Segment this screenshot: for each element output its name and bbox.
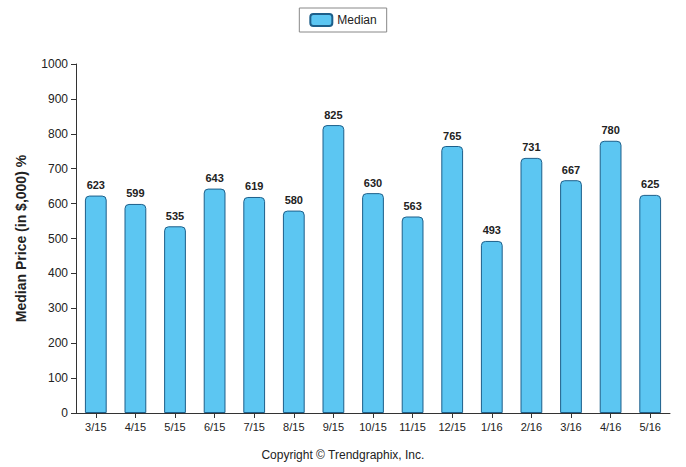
- svg-text:9/15: 9/15: [323, 421, 344, 433]
- svg-text:Median: Median: [337, 13, 376, 27]
- svg-text:643: 643: [205, 172, 223, 184]
- svg-text:599: 599: [126, 187, 144, 199]
- svg-text:2/16: 2/16: [521, 421, 542, 433]
- svg-text:600: 600: [48, 197, 68, 211]
- svg-text:100: 100: [48, 371, 68, 385]
- svg-text:4/16: 4/16: [600, 421, 621, 433]
- svg-text:4/15: 4/15: [125, 421, 146, 433]
- svg-text:765: 765: [443, 130, 461, 142]
- svg-text:3/15: 3/15: [85, 421, 106, 433]
- svg-text:6/15: 6/15: [204, 421, 225, 433]
- svg-text:625: 625: [641, 178, 659, 190]
- svg-text:580: 580: [285, 194, 303, 206]
- svg-text:Median Price (in $,000) %: Median Price (in $,000) %: [13, 154, 29, 322]
- svg-text:535: 535: [166, 210, 184, 222]
- svg-text:700: 700: [48, 162, 68, 176]
- svg-text:12/15: 12/15: [438, 421, 466, 433]
- svg-text:11/15: 11/15: [399, 421, 426, 433]
- svg-text:400: 400: [48, 266, 68, 280]
- svg-text:825: 825: [324, 109, 342, 121]
- svg-text:3/16: 3/16: [560, 421, 581, 433]
- svg-text:630: 630: [364, 177, 382, 189]
- svg-text:5/15: 5/15: [164, 421, 185, 433]
- svg-text:619: 619: [245, 180, 263, 192]
- svg-text:8/15: 8/15: [283, 421, 304, 433]
- svg-text:1000: 1000: [41, 57, 68, 71]
- svg-text:1/16: 1/16: [481, 421, 502, 433]
- svg-text:623: 623: [87, 179, 105, 191]
- svg-text:900: 900: [48, 92, 68, 106]
- svg-text:0: 0: [61, 406, 68, 420]
- svg-text:780: 780: [601, 124, 619, 136]
- svg-text:Copyright © Trendgraphix, Inc.: Copyright © Trendgraphix, Inc.: [261, 448, 424, 462]
- svg-text:731: 731: [522, 141, 540, 153]
- svg-text:800: 800: [48, 127, 68, 141]
- svg-text:10/15: 10/15: [359, 421, 387, 433]
- svg-text:7/15: 7/15: [243, 421, 264, 433]
- svg-text:493: 493: [483, 224, 501, 236]
- svg-text:667: 667: [562, 164, 580, 176]
- svg-text:300: 300: [48, 301, 68, 315]
- svg-text:563: 563: [403, 200, 421, 212]
- svg-text:200: 200: [48, 336, 68, 350]
- svg-text:5/16: 5/16: [639, 421, 660, 433]
- svg-text:500: 500: [48, 232, 68, 246]
